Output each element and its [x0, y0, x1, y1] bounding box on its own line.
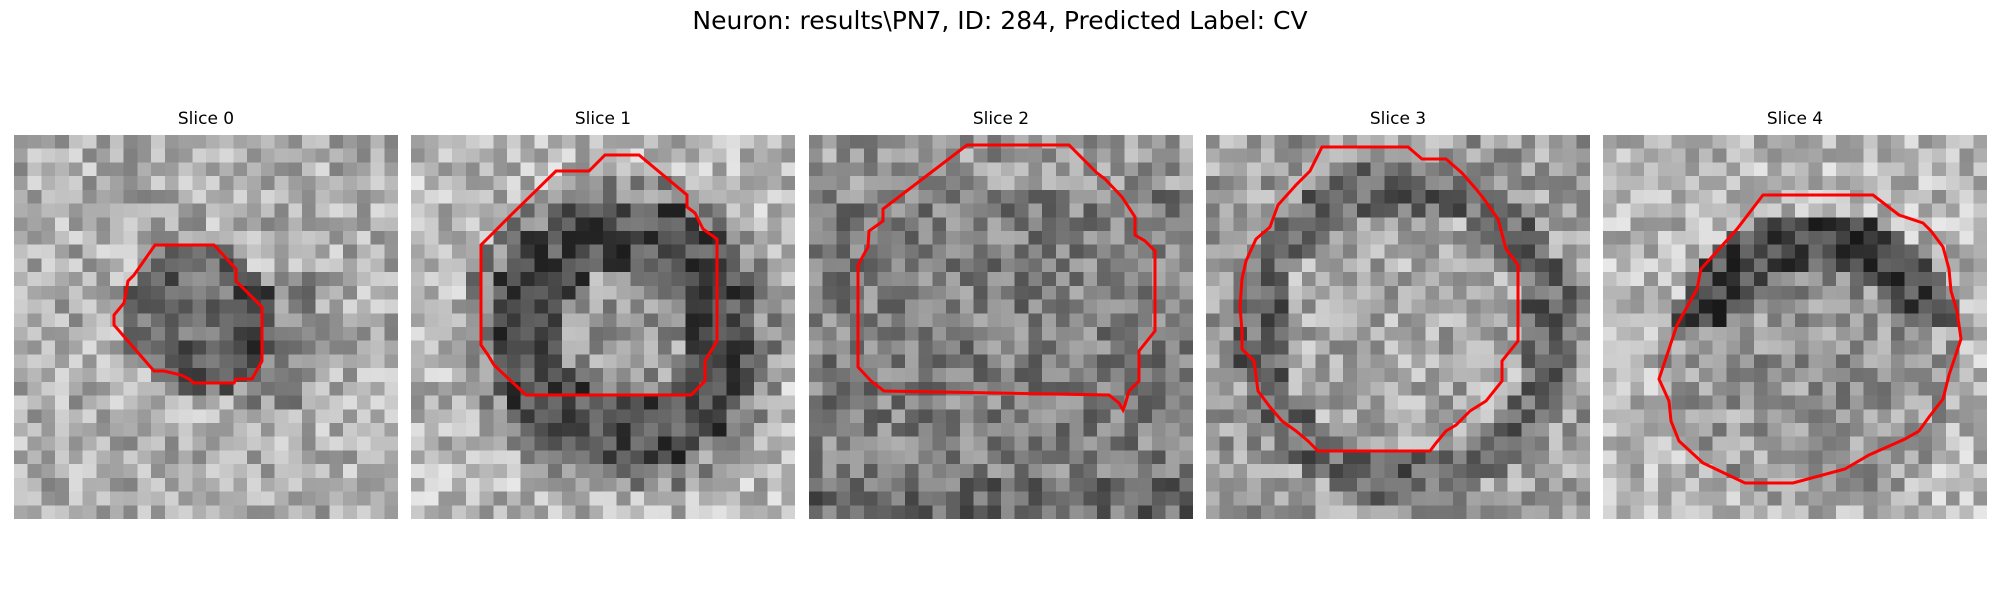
pixel-grid — [1603, 135, 1987, 519]
pixel-grid — [411, 135, 795, 519]
slice-title-1: Slice 1 — [411, 109, 795, 129]
slice-image-4 — [1603, 135, 1987, 519]
slice-panel-3: Slice 3 — [1206, 109, 1590, 520]
slice-title-3: Slice 3 — [1206, 109, 1590, 129]
slice-panel-2: Slice 2 — [809, 109, 1193, 520]
pixel-grid — [14, 135, 398, 519]
slice-panel-4: Slice 4 — [1603, 109, 1987, 520]
slice-title-4: Slice 4 — [1603, 109, 1987, 129]
slice-panel-1: Slice 1 — [411, 109, 795, 520]
slice-image-3 — [1206, 135, 1590, 519]
pixel-grid — [1206, 135, 1590, 519]
slice-image-2 — [809, 135, 1193, 519]
slice-image-0 — [14, 135, 398, 519]
slice-panel-0: Slice 0 — [14, 109, 398, 520]
figure-title: Neuron: results\PN7, ID: 284, Predicted … — [0, 6, 2000, 35]
slice-title-2: Slice 2 — [809, 109, 1193, 129]
slice-image-1 — [411, 135, 795, 519]
slice-title-0: Slice 0 — [14, 109, 398, 129]
pixel-grid — [809, 135, 1193, 519]
